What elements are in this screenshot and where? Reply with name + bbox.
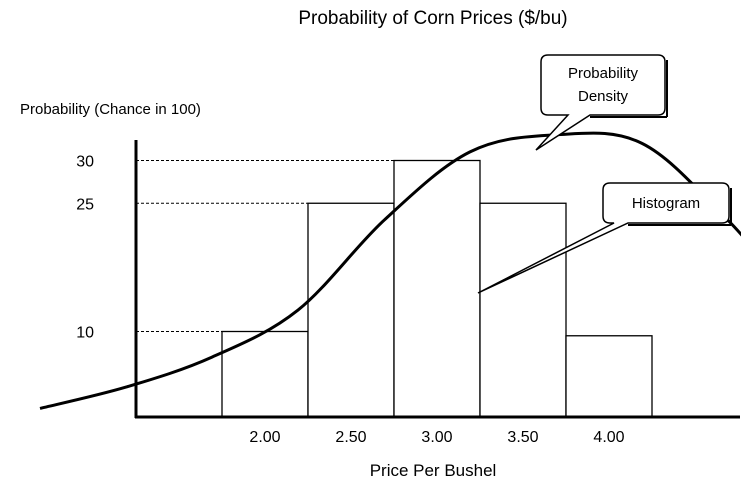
x-tick-label: 4.00: [593, 429, 624, 446]
histogram-bar-2.00: [221, 330, 309, 418]
x-ticks: 2.00 2.50 3.00 3.50 4.00: [249, 429, 624, 446]
x-tick-label: 2.50: [335, 429, 366, 446]
callout-bubble: [535, 54, 666, 151]
callout-text-line-2: Density: [578, 88, 629, 105]
axes: [134, 140, 740, 419]
y-axis-label: Probability (Chance in 100): [20, 101, 201, 118]
callout-text-line-1: Probability: [568, 65, 639, 82]
callout-histogram: Histogram: [477, 182, 732, 294]
histogram-bar-4.00: [565, 335, 653, 418]
histogram-bar-2.50: [307, 202, 395, 418]
histogram-bars: [221, 159, 653, 418]
x-axis-label: Price Per Bushel: [370, 461, 497, 480]
y-tick-label: 30: [76, 154, 94, 171]
callout-bubble: [477, 182, 730, 294]
y-ticks: 10 25 30: [76, 154, 94, 342]
x-tick-label: 2.00: [249, 429, 280, 446]
chart-title: Probability of Corn Prices ($/bu): [298, 8, 567, 29]
y-tick-label: 25: [76, 196, 94, 213]
x-tick-label: 3.00: [421, 429, 452, 446]
callout-text-line-1: Histogram: [632, 195, 700, 212]
guide-lines: [136, 160, 394, 332]
callout-probability-density: Probability Density: [535, 54, 668, 151]
histogram-bar-3.50: [479, 202, 567, 418]
y-tick-label: 10: [76, 325, 94, 342]
x-tick-label: 3.50: [507, 429, 538, 446]
